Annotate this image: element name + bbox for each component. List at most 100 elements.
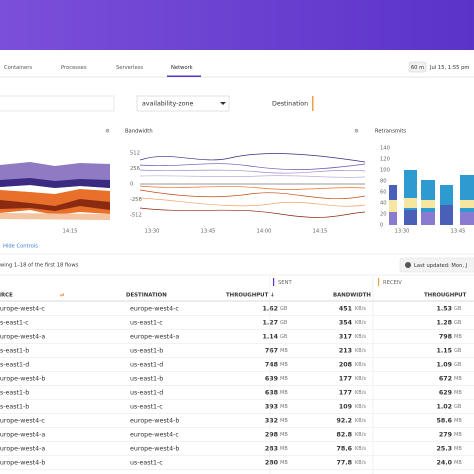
tab[interactable]: Network <box>171 65 193 71</box>
table-cell: MB <box>280 348 288 354</box>
column-header[interactable]: IRCE <box>0 293 13 299</box>
table-cell: 638 <box>265 390 278 397</box>
table-cell: 1.09 <box>436 362 452 369</box>
panel-left <box>0 162 110 220</box>
table-cell: 672 <box>439 376 452 383</box>
table-cell: MB <box>280 404 288 410</box>
table-cell: us-east1-b <box>130 376 163 383</box>
table-cell: europe-west4-b <box>130 418 179 425</box>
table-cell: us-east1-b <box>0 404 29 411</box>
table-cell: GB <box>454 362 462 368</box>
group-header: RECEIV <box>383 280 402 286</box>
top-bar <box>0 0 474 50</box>
group-by-dropdown[interactable] <box>136 95 230 112</box>
table-cell: MB <box>280 390 288 396</box>
table-cell: KB/s <box>355 320 366 326</box>
table-cell: 109 <box>339 404 352 411</box>
table-cell: 82.8 <box>336 432 352 439</box>
y-tick-label: 256 <box>130 166 140 172</box>
table-cell: us-east1-d <box>130 390 163 397</box>
table-cell: 393 <box>265 404 278 411</box>
table-cell: 1.28 <box>436 320 452 327</box>
table-cell: 213 <box>339 348 352 355</box>
table-cell: us-east1-c <box>0 320 29 327</box>
x-tick-label: 13:45 <box>451 229 466 235</box>
table-cell: MB <box>280 362 288 368</box>
table-cell: europe-west4-a <box>0 446 45 453</box>
table-cell: us-east1-c <box>130 460 163 467</box>
last-updated: Last updated: Mon, J <box>414 263 468 269</box>
hide-controls[interactable]: Hide Controls <box>3 244 38 250</box>
table-cell: MB <box>280 376 288 382</box>
tab[interactable]: Serverless <box>116 65 143 71</box>
x-tick-label: 13:30 <box>395 229 410 235</box>
table-cell: 332 <box>265 418 278 425</box>
table-cell: KB/s <box>355 432 366 438</box>
y-tick-label: 40 <box>380 201 387 207</box>
table-cell: us-east1-b <box>0 390 29 397</box>
table-cell: KB/s <box>355 362 366 368</box>
table-cell: MB <box>280 460 288 466</box>
y-tick-label: 512 <box>130 151 140 157</box>
column-header[interactable]: THROUGHPUT <box>424 293 467 299</box>
table-cell: 280 <box>265 460 279 467</box>
y-tick-label: 140 <box>380 146 390 152</box>
table-cell: KB/s <box>355 390 366 396</box>
filter-box[interactable] <box>0 95 115 112</box>
table-cell: us-east1-b <box>0 348 29 355</box>
column-header[interactable]: BANDWIDTH <box>333 293 371 299</box>
table-cell: 283 <box>265 446 278 453</box>
table-cell: MB <box>454 376 462 382</box>
timestamp: Jul 15, 1:55 pm <box>429 65 469 71</box>
table-cell: europe-west4-a <box>130 334 179 341</box>
group-header: SENT <box>278 280 292 286</box>
table-cell: GB <box>280 334 288 340</box>
panel-title: Bandwidth <box>125 129 153 135</box>
y-tick-label: 0 <box>130 182 133 188</box>
column-header[interactable]: DESTINATION <box>126 293 167 299</box>
table-cell: europe-west4-c <box>0 418 45 425</box>
group-by-value[interactable]: availability-zone <box>142 101 194 108</box>
swap-icon[interactable]: ⇄ <box>60 293 65 299</box>
table-cell: 92.2 <box>336 418 352 425</box>
table-cell: 629 <box>439 390 452 397</box>
y-tick-label: -256 <box>130 197 142 203</box>
table-cell: KB/s <box>355 460 366 466</box>
tab-bar: Containers Processes Serverless Network <box>4 65 193 71</box>
table-cell: 24.0 <box>436 460 452 467</box>
x-tick-label: 14:15 <box>63 229 78 235</box>
x-tick-label: 14:15 <box>313 229 328 235</box>
tab[interactable]: Processes <box>61 65 87 71</box>
table-cell: 639 <box>265 376 278 383</box>
time-range[interactable] <box>408 61 427 73</box>
table-cell: 177 <box>339 376 352 383</box>
table-cell: GB <box>280 306 288 312</box>
table-cell: MB <box>454 432 462 438</box>
table-cell: 1.15 <box>436 348 452 355</box>
time-range-label[interactable]: 60 m <box>411 65 424 71</box>
table-cell: 748 <box>265 362 278 369</box>
table-cell: KB/s <box>355 334 366 340</box>
table-cell: 317 <box>339 334 352 341</box>
table-cell: 77.8 <box>336 460 352 467</box>
table-cell: 208 <box>339 362 352 369</box>
dropdown-caret <box>220 102 226 105</box>
bandwidth-lines <box>139 153 366 218</box>
gear-icon[interactable]: ⚙ <box>105 129 110 135</box>
table-cell: GB <box>454 404 462 410</box>
table-cell: GB <box>454 306 462 312</box>
panel-title: Retransmits <box>375 129 406 135</box>
column-header[interactable]: THROUGHPUT ↓ <box>226 293 275 299</box>
y-tick-label: 100 <box>380 168 390 174</box>
table-cell: us-east1-c <box>130 320 163 327</box>
tab[interactable]: Containers <box>4 65 32 71</box>
table-cell: 78.6 <box>336 446 352 453</box>
y-tick-label: 80 <box>380 179 387 185</box>
gear-icon[interactable]: ⚙ <box>354 129 359 135</box>
table-cell: MB <box>454 418 462 424</box>
table-cell: 1.14 <box>262 334 278 341</box>
y-tick-label: 120 <box>380 157 390 163</box>
table-cell: KB/s <box>355 348 366 354</box>
table-cell: KB/s <box>355 404 366 410</box>
